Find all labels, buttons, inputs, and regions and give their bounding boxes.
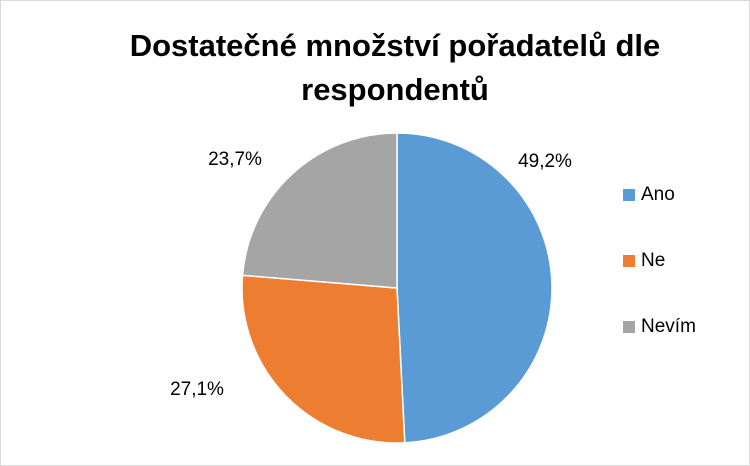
pie-slice	[241, 132, 398, 289]
chart-title: Dostatečné množství pořadatelů dle respo…	[129, 28, 661, 107]
legend-label: Ne	[641, 250, 665, 271]
pie-slice	[241, 274, 406, 444]
legend-swatch	[623, 321, 635, 333]
data-label: 23,7%	[208, 149, 262, 170]
legend-label: Ano	[641, 184, 675, 205]
legend-swatch	[623, 189, 635, 201]
data-label: 27,1%	[170, 379, 224, 400]
legend-swatch	[623, 255, 635, 267]
pie-slice	[396, 132, 553, 444]
legend-label: Nevím	[641, 316, 696, 337]
data-label: 49,2%	[518, 151, 572, 172]
